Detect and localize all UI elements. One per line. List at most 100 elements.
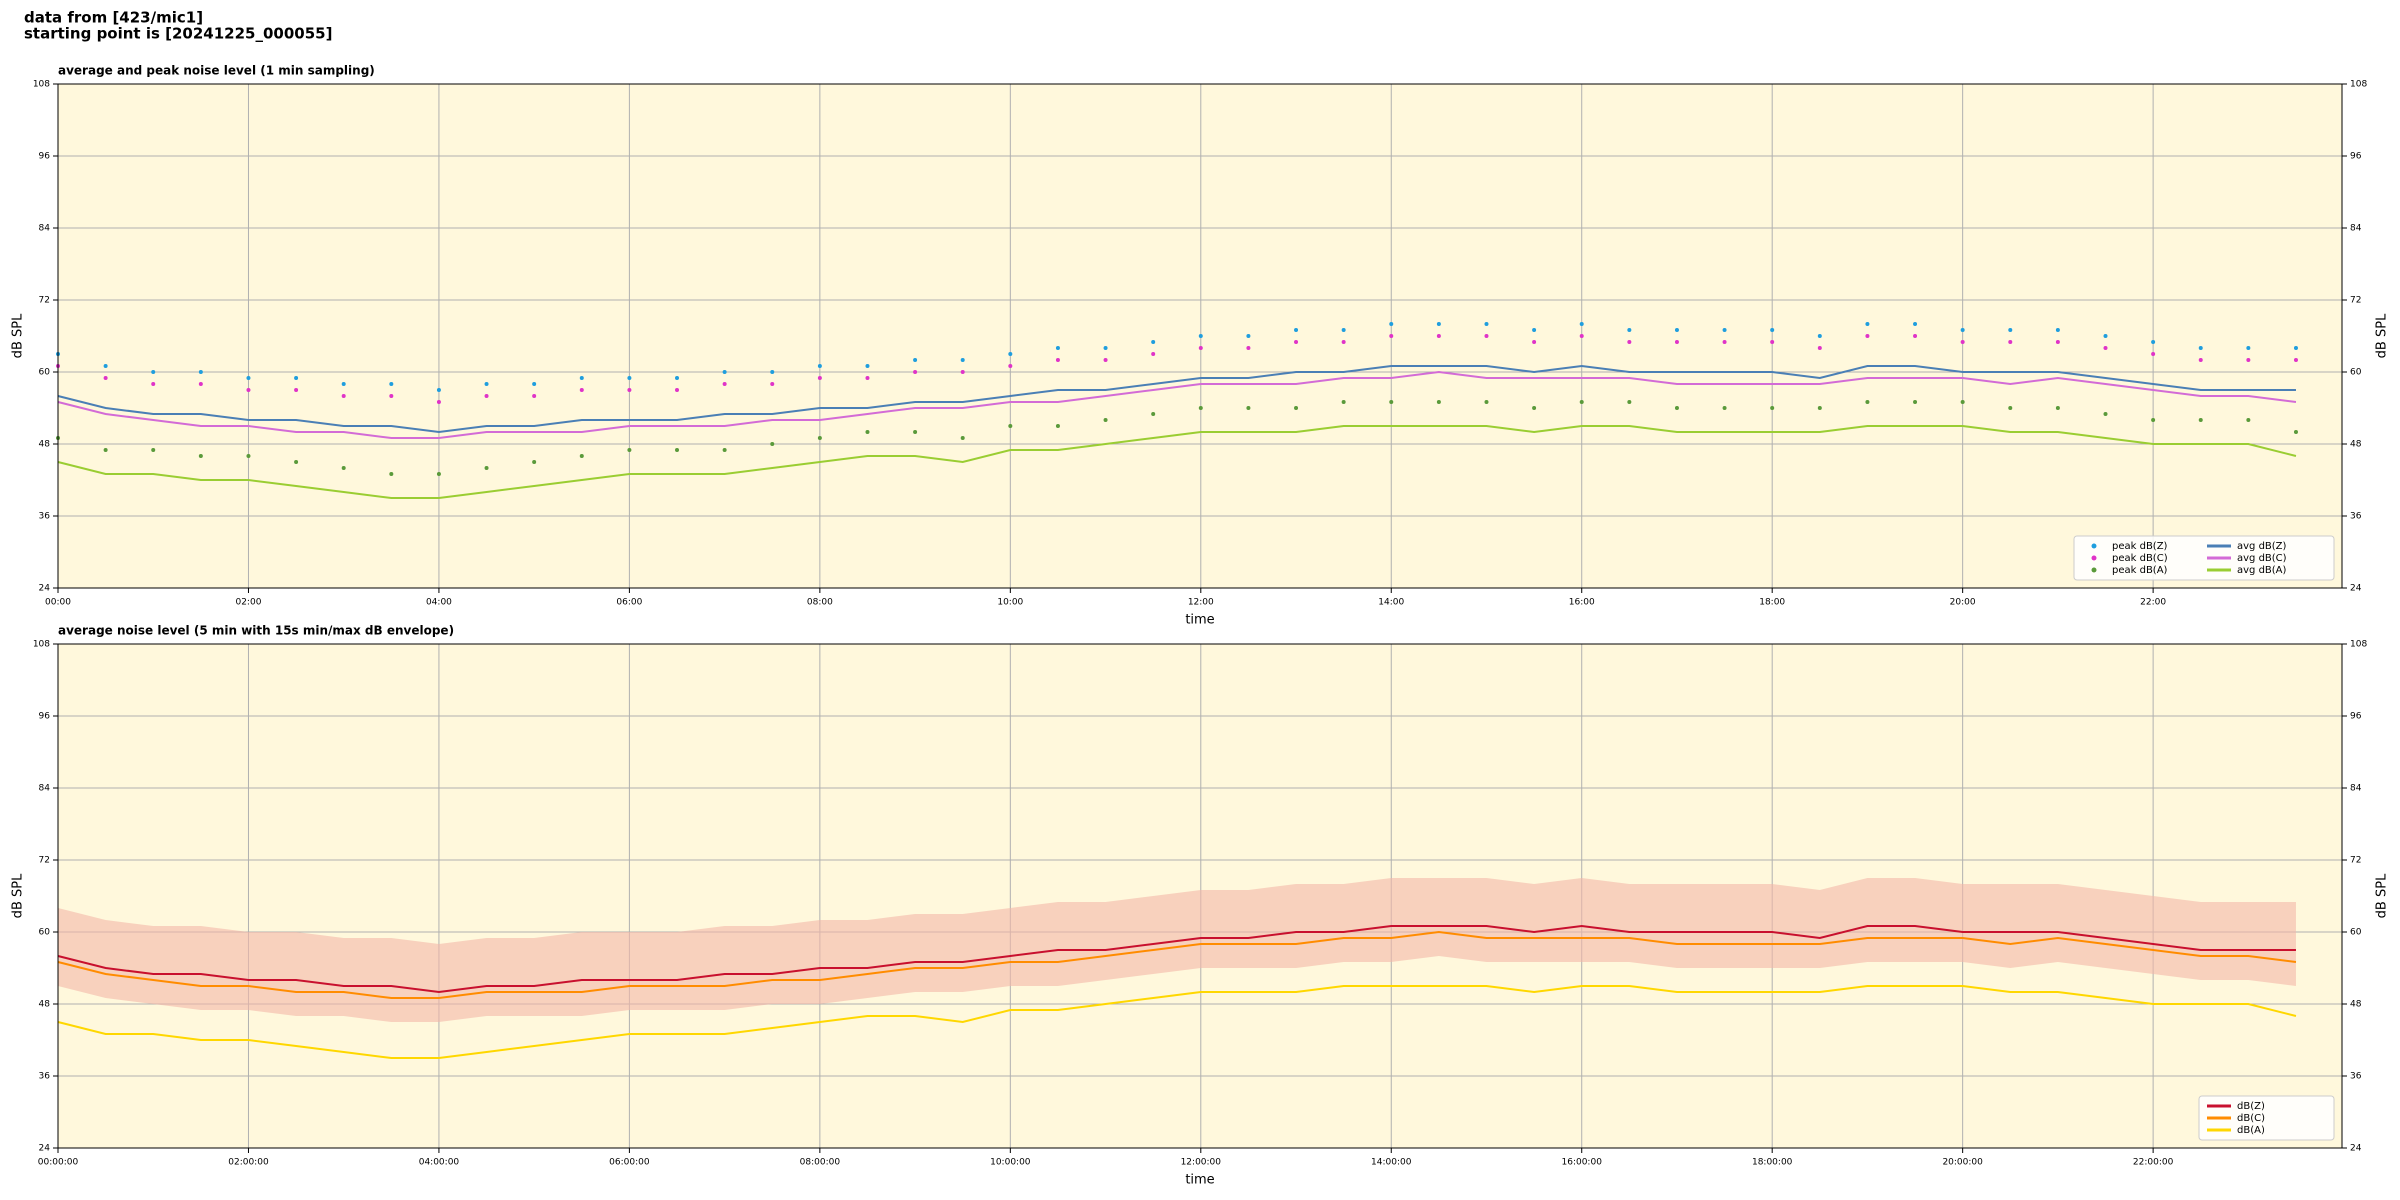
peak-dot bbox=[341, 466, 346, 470]
x-tick-label: 08:00 bbox=[807, 598, 833, 608]
y-axis-label: dB SPL bbox=[11, 873, 26, 918]
peak-dot bbox=[1103, 358, 1108, 362]
y-axis-label: dB SPL bbox=[2375, 873, 2390, 918]
peak-dot bbox=[389, 394, 394, 398]
peak-dot bbox=[2103, 346, 2108, 350]
peak-dot bbox=[579, 376, 584, 380]
peak-dot bbox=[1294, 406, 1299, 410]
peak-dot bbox=[294, 460, 299, 464]
peak-dot bbox=[2151, 352, 2156, 356]
peak-dot bbox=[436, 472, 441, 476]
peak-dot bbox=[627, 388, 632, 392]
peak-dot bbox=[2055, 406, 2060, 410]
x-axis-label: time bbox=[1185, 613, 1214, 628]
x-tick-label: 14:00 bbox=[1378, 598, 1404, 608]
peak-dot bbox=[1436, 322, 1441, 326]
peak-dot bbox=[865, 376, 870, 380]
peak-dot bbox=[1246, 334, 1251, 338]
y-tick-label: 48 bbox=[2350, 1000, 2362, 1010]
x-tick-label: 02:00 bbox=[235, 598, 261, 608]
y-tick-label: 72 bbox=[2350, 856, 2361, 866]
peak-dot bbox=[770, 370, 775, 374]
peak-dot bbox=[1722, 340, 1727, 344]
peak-dot bbox=[532, 382, 537, 386]
peak-dot bbox=[1722, 328, 1727, 332]
peak-dot bbox=[389, 472, 394, 476]
peak-dot bbox=[1770, 340, 1775, 344]
y-tick-label: 24 bbox=[39, 584, 51, 594]
legend-label: dB(C) bbox=[2237, 1113, 2265, 1124]
peak-dot bbox=[246, 376, 251, 380]
peak-dot bbox=[1246, 346, 1251, 350]
y-tick-label: 84 bbox=[2350, 784, 2362, 794]
peak-dot bbox=[1436, 334, 1441, 338]
peak-dot bbox=[1770, 406, 1775, 410]
series-line bbox=[57, 364, 2296, 434]
peak-dot bbox=[151, 448, 156, 452]
legend-label: peak dB(A) bbox=[2112, 565, 2168, 576]
peak-dot bbox=[1389, 322, 1394, 326]
legend-label: avg dB(Z) bbox=[2237, 541, 2287, 552]
peak-dot bbox=[198, 454, 203, 458]
peak-dot bbox=[1817, 346, 1822, 350]
peak-dot bbox=[865, 364, 870, 368]
legend-marker bbox=[2091, 543, 2097, 549]
y-tick-label: 48 bbox=[39, 1000, 51, 1010]
legend bbox=[2073, 535, 2335, 581]
peak-dot bbox=[817, 436, 822, 440]
legend-marker bbox=[2091, 555, 2097, 561]
y-tick-label: 36 bbox=[39, 512, 51, 522]
series-line bbox=[57, 370, 2297, 439]
peak-dot bbox=[198, 370, 203, 374]
y-tick-label: 72 bbox=[39, 296, 50, 306]
y-axis-label: dB SPL bbox=[2375, 313, 2390, 358]
peak-dot bbox=[1198, 334, 1203, 338]
y-tick-label: 48 bbox=[39, 440, 51, 450]
peak-dot bbox=[2103, 412, 2108, 416]
peak-dot bbox=[1627, 340, 1632, 344]
peak-dot bbox=[103, 448, 108, 452]
peak-dot bbox=[1960, 328, 1965, 332]
peak-dot bbox=[1722, 406, 1727, 410]
peak-dot bbox=[436, 388, 441, 392]
plot-frame bbox=[57, 643, 2343, 1149]
peak-dot bbox=[294, 376, 299, 380]
peak-dot bbox=[1151, 352, 1156, 356]
y-tick-label: 72 bbox=[2350, 296, 2361, 306]
peak-dot bbox=[103, 376, 108, 380]
peak-dot bbox=[2198, 418, 2203, 422]
peak-dot bbox=[294, 388, 299, 392]
x-tick-label: 20:00 bbox=[1950, 598, 1976, 608]
peak-dot bbox=[1627, 400, 1632, 404]
header-line: starting point is [20241225_000055] bbox=[24, 25, 332, 43]
y-tick-label: 60 bbox=[39, 368, 51, 378]
x-tick-label: 16:00 bbox=[1569, 598, 1595, 608]
legend bbox=[2198, 1095, 2335, 1141]
chart-title: average noise level (5 min with 15s min/… bbox=[58, 624, 454, 638]
y-tick-label: 108 bbox=[2350, 640, 2367, 650]
peak-dot bbox=[1246, 406, 1251, 410]
peak-dot bbox=[1341, 400, 1346, 404]
peak-dot bbox=[484, 382, 489, 386]
y-tick-label: 108 bbox=[33, 640, 50, 650]
peak-dot bbox=[960, 370, 965, 374]
header-line: data from [423/mic1] bbox=[24, 9, 203, 27]
peak-dot bbox=[484, 466, 489, 470]
x-tick-label: 18:00:00 bbox=[1752, 1158, 1793, 1168]
y-tick-label: 84 bbox=[39, 224, 51, 234]
peak-dot bbox=[1341, 340, 1346, 344]
series-line bbox=[57, 425, 2297, 499]
peak-dot bbox=[1627, 328, 1632, 332]
x-tick-label: 04:00 bbox=[426, 598, 452, 608]
peak-dot bbox=[1484, 322, 1489, 326]
peak-dot bbox=[2293, 430, 2298, 434]
peak-dot bbox=[2103, 334, 2108, 338]
x-tick-label: 06:00:00 bbox=[609, 1158, 650, 1168]
peak-dot bbox=[1484, 400, 1489, 404]
y-tick-label: 24 bbox=[2350, 1144, 2362, 1154]
peak-dot bbox=[484, 394, 489, 398]
peak-dot bbox=[246, 388, 251, 392]
y-tick-label: 36 bbox=[39, 1072, 51, 1082]
peak-dot bbox=[1151, 340, 1156, 344]
